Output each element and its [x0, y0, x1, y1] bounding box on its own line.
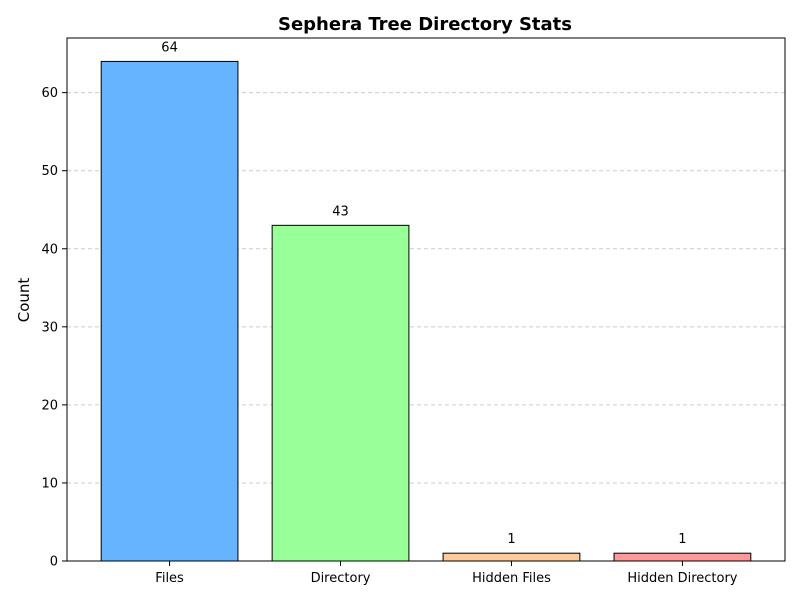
- y-axis-label: Count: [15, 278, 33, 323]
- y-tick-label: 10: [41, 476, 58, 491]
- x-tick-label: Files: [155, 571, 184, 586]
- plot-frame: [66, 37, 786, 562]
- chart-title: Sephera Tree Directory Stats: [278, 14, 572, 35]
- bar-files: [100, 60, 239, 562]
- bar-hidden-directory: [613, 552, 752, 562]
- y-tick-label: 0: [50, 555, 58, 570]
- axes: 0 10 20 30 40 50 60 Files Directory Hidden Files H…: [41, 37, 786, 586]
- x-tick-label: Hidden Directory: [627, 571, 737, 586]
- data-labels: 64 43 1 1: [161, 40, 686, 547]
- y-tick-label: 40: [41, 242, 58, 257]
- y-tick-label: 50: [41, 164, 58, 179]
- data-label: 64: [161, 40, 178, 55]
- data-label: 1: [678, 532, 686, 547]
- bars: [100, 60, 752, 562]
- x-tick-label: Hidden Files: [472, 571, 551, 586]
- y-tick-label: 20: [41, 398, 58, 413]
- data-label: 43: [332, 204, 349, 219]
- y-tick-label: 60: [41, 86, 58, 101]
- data-label: 1: [507, 532, 515, 547]
- x-tick-label: Directory: [311, 571, 371, 586]
- y-tick-label: 30: [41, 320, 58, 335]
- bar-hidden-files: [442, 552, 581, 562]
- bar-directory: [271, 224, 410, 562]
